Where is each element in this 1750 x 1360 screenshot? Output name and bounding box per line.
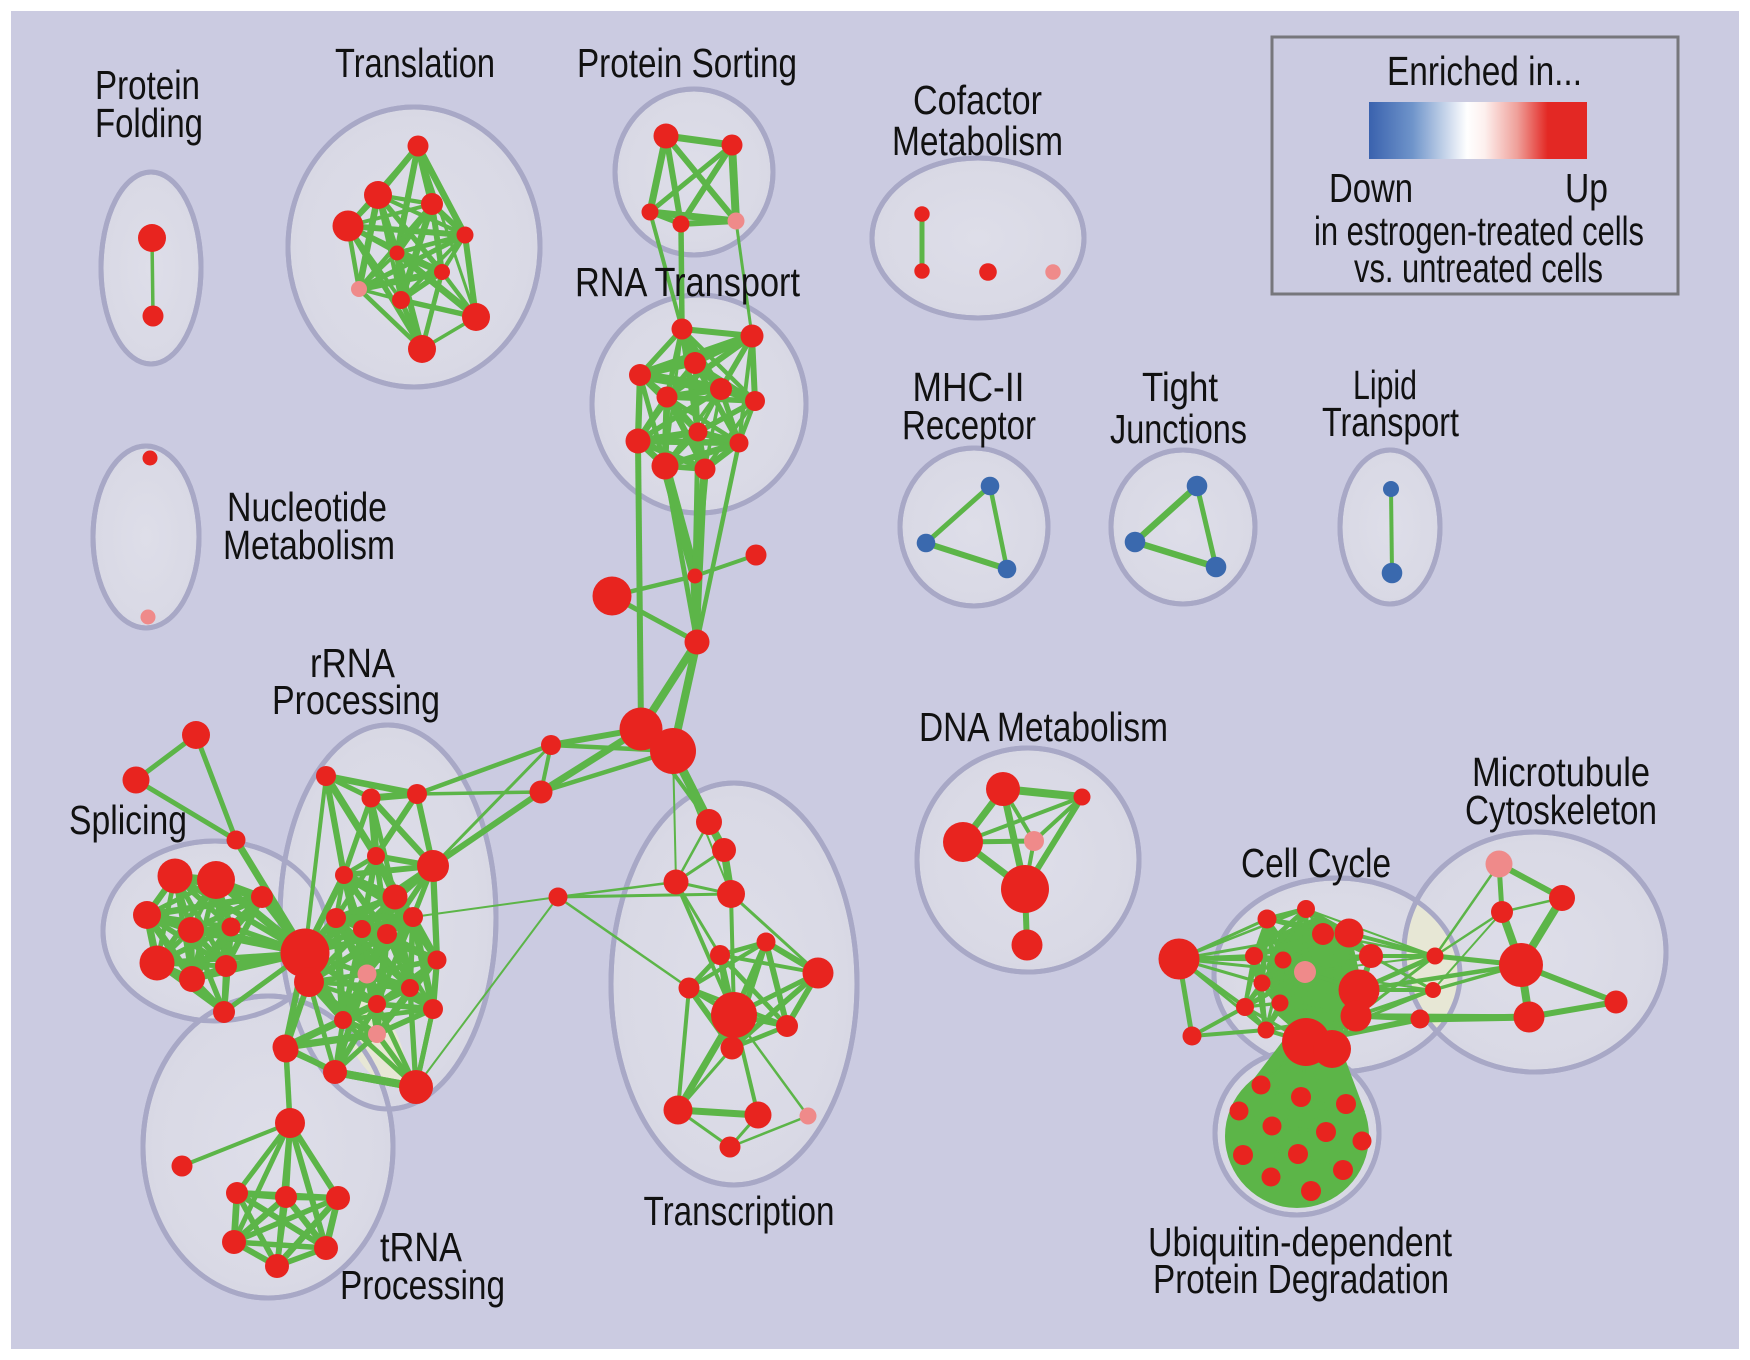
svg-text:tRNA: tRNA [380,1224,463,1270]
svg-text:Junctions: Junctions [1110,406,1247,452]
svg-text:Cell Cycle: Cell Cycle [1241,840,1391,886]
svg-text:DNA Metabolism: DNA Metabolism [919,704,1168,750]
svg-text:Folding: Folding [95,100,203,146]
svg-text:MHC-II: MHC-II [913,364,1025,410]
svg-text:Up: Up [1565,165,1608,211]
svg-text:Cofactor: Cofactor [913,77,1042,123]
svg-text:Transport: Transport [1322,399,1459,445]
svg-text:in estrogen-treated cells: in estrogen-treated cells [1314,208,1644,254]
svg-text:Transcription: Transcription [644,1188,835,1234]
svg-text:Lipid: Lipid [1353,362,1417,408]
svg-text:Protein Degradation: Protein Degradation [1153,1256,1449,1302]
svg-text:Processing: Processing [340,1262,505,1308]
svg-text:Metabolism: Metabolism [892,118,1063,164]
svg-text:Ubiquitin-dependent: Ubiquitin-dependent [1148,1219,1453,1265]
svg-text:Translation: Translation [335,40,495,86]
svg-text:Splicing: Splicing [69,797,187,843]
svg-text:vs. untreated cells: vs. untreated cells [1354,245,1603,291]
svg-text:Metabolism: Metabolism [223,522,395,568]
svg-text:RNA Transport: RNA Transport [575,259,801,305]
svg-text:Enriched in...: Enriched in... [1387,48,1582,94]
svg-text:Tight: Tight [1142,364,1219,410]
svg-text:Cytoskeleton: Cytoskeleton [1465,787,1657,833]
svg-text:Protein: Protein [95,62,200,108]
svg-text:Protein Sorting: Protein Sorting [577,40,797,86]
svg-text:Down: Down [1329,165,1413,211]
svg-text:Processing: Processing [272,677,440,723]
svg-text:rRNA: rRNA [310,640,396,686]
svg-text:Nucleotide: Nucleotide [227,484,387,530]
svg-text:Receptor: Receptor [902,402,1036,448]
svg-text:Microtubule: Microtubule [1472,749,1650,795]
